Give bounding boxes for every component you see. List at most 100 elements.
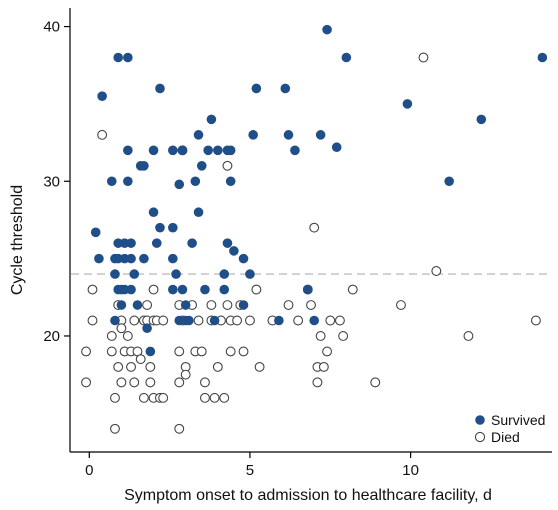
died-point xyxy=(315,331,326,341)
survived-point xyxy=(193,207,204,218)
died-point xyxy=(145,377,156,388)
died-point xyxy=(196,346,207,357)
died-point xyxy=(200,377,210,388)
survived-point xyxy=(331,142,342,153)
survived-point xyxy=(126,284,136,295)
survived-point xyxy=(148,207,159,218)
survived-point xyxy=(245,269,255,279)
died-point xyxy=(212,361,223,372)
x-tick-label: 0 xyxy=(85,462,93,479)
died-point xyxy=(312,377,323,388)
y-tick-label: 40 xyxy=(43,19,60,36)
survived-point xyxy=(171,269,181,279)
survived-point xyxy=(402,99,413,109)
survived-point xyxy=(177,284,188,295)
died-point xyxy=(219,392,230,403)
survived-point xyxy=(283,130,294,140)
survived-point xyxy=(180,300,191,310)
survived-point xyxy=(123,52,133,63)
died-point xyxy=(97,129,108,140)
died-point xyxy=(174,346,185,357)
survived-point xyxy=(184,315,194,326)
survived-point xyxy=(322,24,332,35)
died-point xyxy=(110,423,120,434)
survived-point xyxy=(168,145,178,156)
died-point xyxy=(106,331,117,341)
died-point xyxy=(322,346,333,357)
died-point xyxy=(158,315,169,326)
survived-point xyxy=(113,52,123,63)
survived-point xyxy=(222,238,233,248)
survived-point xyxy=(168,253,178,264)
survived-point xyxy=(290,145,300,156)
survived-point xyxy=(219,284,230,295)
died-point xyxy=(145,361,156,372)
died-point xyxy=(283,300,294,310)
survived-point xyxy=(200,284,210,295)
survived-point xyxy=(196,160,207,171)
survived-point xyxy=(341,52,352,63)
y-tick-label: 30 xyxy=(43,173,60,190)
died-point xyxy=(325,315,336,326)
died-point xyxy=(293,315,304,326)
survived-point xyxy=(168,222,178,233)
died-point xyxy=(113,361,124,372)
survived-point xyxy=(155,83,165,94)
died-point xyxy=(251,284,262,295)
died-point xyxy=(158,392,169,403)
survived-point xyxy=(174,179,185,190)
died-point xyxy=(370,377,381,388)
survived-point xyxy=(225,145,236,156)
legend-label-died: Died xyxy=(491,429,520,445)
died-point xyxy=(122,331,133,341)
died-point xyxy=(110,392,120,403)
survived-point xyxy=(110,269,120,279)
survived-point xyxy=(177,145,188,156)
survived-point xyxy=(126,238,136,248)
died-point xyxy=(142,300,153,310)
died-point xyxy=(116,323,127,334)
legend-marker-died xyxy=(474,431,486,443)
died-point xyxy=(87,315,98,326)
died-point xyxy=(126,361,137,372)
survived-point xyxy=(139,253,149,264)
died-point xyxy=(347,284,358,295)
died-point xyxy=(318,361,329,372)
died-point xyxy=(81,377,92,388)
survived-point xyxy=(248,130,258,140)
survived-point xyxy=(106,176,117,187)
survived-point xyxy=(123,176,133,187)
died-point xyxy=(87,284,98,295)
survived-point xyxy=(280,83,291,94)
died-point xyxy=(334,315,345,326)
died-point xyxy=(238,346,249,357)
died-point xyxy=(206,300,217,310)
died-point xyxy=(135,354,146,365)
died-point xyxy=(254,361,265,372)
survived-point xyxy=(206,114,217,125)
survived-point xyxy=(444,176,454,187)
survived-point xyxy=(90,227,101,238)
survived-point xyxy=(238,300,249,310)
died-point xyxy=(396,300,406,310)
died-point xyxy=(180,369,191,380)
survived-point xyxy=(97,91,107,101)
died-point xyxy=(232,315,243,326)
y-axis-title: Cycle threshold xyxy=(9,185,26,295)
survived-point xyxy=(213,145,223,156)
survived-point xyxy=(190,176,201,187)
axis-ticks-layer: 0 5 10 20 30 40 xyxy=(43,19,419,479)
survived-point xyxy=(155,222,165,233)
died-point xyxy=(174,377,185,388)
survived-point xyxy=(129,269,140,279)
died-point xyxy=(244,315,255,326)
y-tick-label: 20 xyxy=(43,328,60,345)
died-point xyxy=(129,315,140,326)
survived-point xyxy=(229,246,239,256)
survived-point xyxy=(148,145,159,156)
died-point xyxy=(200,392,210,403)
survived-point xyxy=(219,269,230,279)
survived-point xyxy=(476,114,487,125)
